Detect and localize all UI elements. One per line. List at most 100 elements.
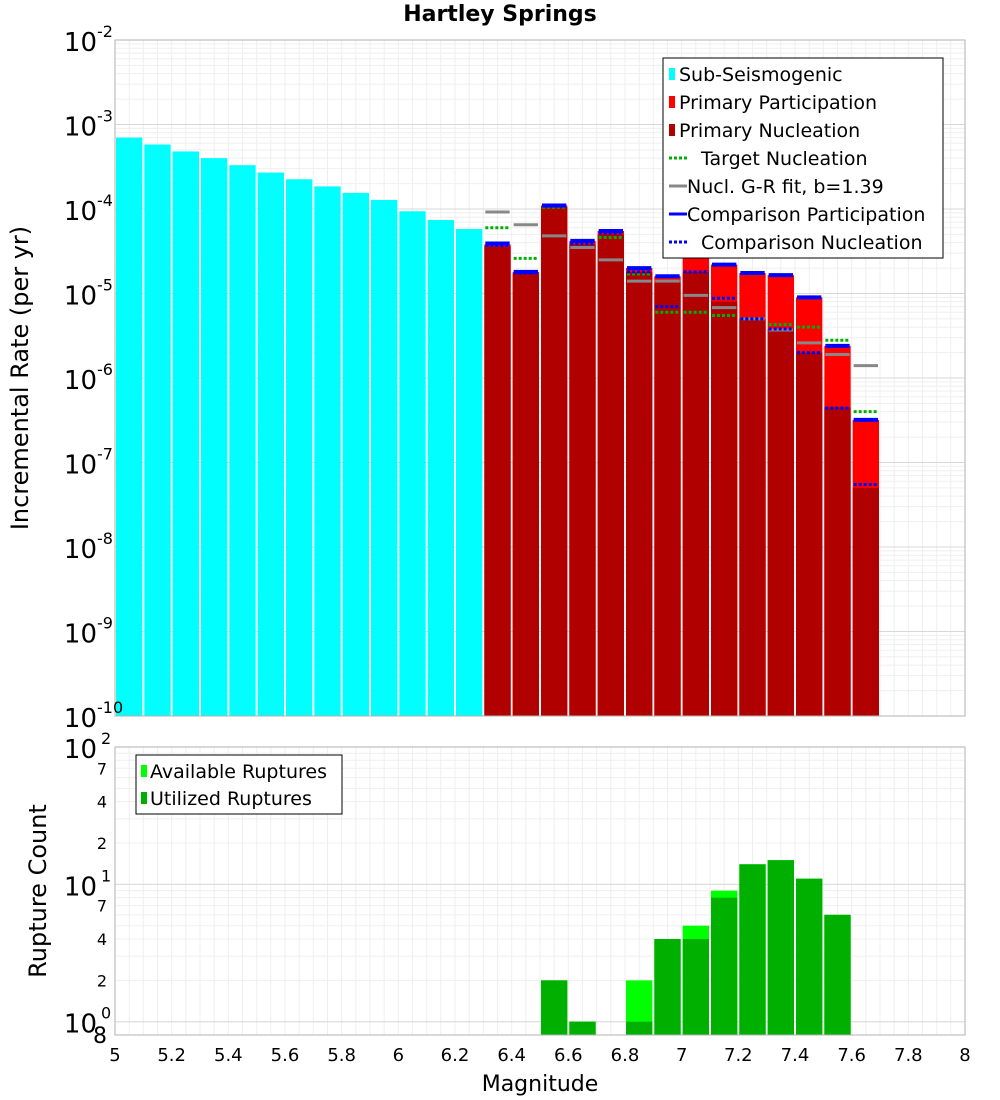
legend-label-target-nucleation: Target Nucleation <box>700 148 868 170</box>
utilized-ruptures-bar <box>682 939 709 1035</box>
legend-label-comparison-participation: Comparison Participation <box>687 204 925 226</box>
primary-nucleation-bar <box>767 329 794 716</box>
legend-swatch-utilized-ruptures <box>141 792 147 804</box>
primary-nucleation-bar <box>654 282 681 716</box>
top-y-tick-exponent: -8 <box>97 529 113 548</box>
primary-nucleation-bar <box>796 352 823 716</box>
x-tick-label: 7.4 <box>781 1045 810 1066</box>
utilized-ruptures-bar <box>541 980 568 1035</box>
legend-swatch-primary-nucleation <box>669 124 675 136</box>
utilized-ruptures-bar <box>626 1021 653 1035</box>
primary-nucleation-bar <box>682 271 709 716</box>
x-tick-label: 5.6 <box>271 1045 300 1066</box>
legend-label-comparison-nucleation: Comparison Nucleation <box>701 232 923 254</box>
top-y-tick-exponent: -5 <box>97 276 113 295</box>
x-axis-label: Magnitude <box>482 1072 599 1097</box>
utilized-ruptures-bar <box>739 864 766 1035</box>
x-tick-label: 5.2 <box>157 1045 186 1066</box>
top-y-tick-exponent: -10 <box>97 698 123 717</box>
bottom-y-tick-exponent: 2 <box>101 729 111 748</box>
primary-nucleation-bar <box>512 274 539 716</box>
bottom-y-minor-tick-label: 7 <box>97 759 107 778</box>
top-y-tick-label: 10 <box>64 113 97 143</box>
top-y-tick-exponent: -6 <box>97 360 113 379</box>
primary-nucleation-bar <box>824 407 851 716</box>
top-y-tick-exponent: -7 <box>97 445 113 464</box>
sub-seismogenic-bar <box>172 151 199 716</box>
x-tick-label: 8 <box>959 1045 970 1066</box>
sub-seismogenic-bar <box>116 137 143 716</box>
x-tick-label: 6.6 <box>554 1045 583 1066</box>
bottom-y-minor-tick-label: 8 <box>93 1024 107 1049</box>
x-tick-label: 7 <box>676 1045 687 1066</box>
legend-swatch-primary-participation <box>669 96 675 108</box>
top-y-tick-label: 10 <box>64 28 97 58</box>
primary-nucleation-bar <box>739 318 766 716</box>
sub-seismogenic-bar <box>399 211 426 716</box>
top-y-tick-exponent: -4 <box>97 191 113 210</box>
bottom-y-minor-tick-label: 7 <box>97 897 107 916</box>
primary-nucleation-bar <box>852 487 879 716</box>
utilized-ruptures-bar <box>569 1021 596 1035</box>
bottom-y-minor-tick-label: 2 <box>97 834 107 853</box>
sub-seismogenic-bar <box>371 199 398 717</box>
legend-label-primary-participation: Primary Participation <box>679 92 877 114</box>
bottom-y-tick-label: 10 <box>64 872 97 902</box>
sub-seismogenic-bar <box>342 192 369 716</box>
legend-swatch-sub-seismogenic <box>669 68 675 80</box>
sub-seismogenic-bar <box>229 165 256 717</box>
sub-seismogenic-bar <box>456 228 483 716</box>
x-tick-label: 6 <box>393 1045 404 1066</box>
sub-seismogenic-bar <box>144 144 171 716</box>
top-y-axis-label: Incremental Rate (per yr) <box>6 226 34 530</box>
top-y-tick-exponent: -2 <box>97 22 113 41</box>
legend-label-available-ruptures: Available Ruptures <box>150 761 327 783</box>
top-y-tick-exponent: -3 <box>97 107 113 126</box>
bottom-y-minor-tick-label: 4 <box>97 930 107 949</box>
bottom-plot-border <box>114 746 966 1036</box>
top-y-tick-exponent: -9 <box>97 614 113 633</box>
top-y-tick-label: 10 <box>64 704 97 734</box>
x-tick-label: 5 <box>109 1045 120 1066</box>
utilized-ruptures-bar <box>654 939 681 1035</box>
sub-seismogenic-bar <box>314 186 341 716</box>
x-tick-label: 7.8 <box>894 1045 923 1066</box>
legend-label-primary-nucleation: Primary Nucleation <box>679 120 860 142</box>
x-tick-label: 6.4 <box>497 1045 526 1066</box>
top-y-tick-label: 10 <box>64 282 97 312</box>
bottom-y-tick-label: 10 <box>64 1010 97 1040</box>
bottom-y-tick-exponent: 1 <box>101 866 111 885</box>
x-tick-label: 6.2 <box>441 1045 470 1066</box>
top-y-tick-label: 10 <box>64 620 97 650</box>
chart-title: Hartley Springs <box>403 2 597 27</box>
top-y-tick-label: 10 <box>64 197 97 227</box>
utilized-ruptures-bar <box>824 914 851 1035</box>
primary-nucleation-bar <box>569 244 596 716</box>
sub-seismogenic-bar <box>201 158 228 717</box>
sub-seismogenic-bar <box>257 172 284 717</box>
legend-label-utilized-ruptures: Utilized Ruptures <box>150 788 312 810</box>
top-legend-box <box>662 57 944 259</box>
bottom-y-tick-label: 10 <box>64 735 97 765</box>
utilized-ruptures-bar <box>767 860 794 1035</box>
top-y-tick-label: 10 <box>64 535 97 565</box>
x-tick-label: 5.8 <box>327 1045 356 1066</box>
x-tick-label: 7.2 <box>724 1045 753 1066</box>
sub-seismogenic-bar <box>286 179 313 716</box>
utilized-ruptures-bar <box>711 897 738 1035</box>
bottom-y-tick-exponent: 0 <box>101 1004 111 1023</box>
top-y-tick-label: 10 <box>64 366 97 396</box>
bottom-legend-box <box>135 754 343 815</box>
legend-label-sub-seismogenic: Sub-Seismogenic <box>679 64 843 86</box>
bottom-y-minor-tick-label: 4 <box>97 793 107 812</box>
bottom-y-axis-label: Rupture Count <box>24 804 52 978</box>
primary-nucleation-bar <box>597 234 624 717</box>
primary-nucleation-bar <box>626 271 653 716</box>
x-tick-label: 5.4 <box>214 1045 243 1066</box>
top-y-tick-label: 10 <box>64 451 97 481</box>
primary-nucleation-bar <box>484 246 511 716</box>
primary-nucleation-bar <box>711 301 738 716</box>
sub-seismogenic-bar <box>427 220 454 716</box>
legend-swatch-available-ruptures <box>141 765 147 777</box>
